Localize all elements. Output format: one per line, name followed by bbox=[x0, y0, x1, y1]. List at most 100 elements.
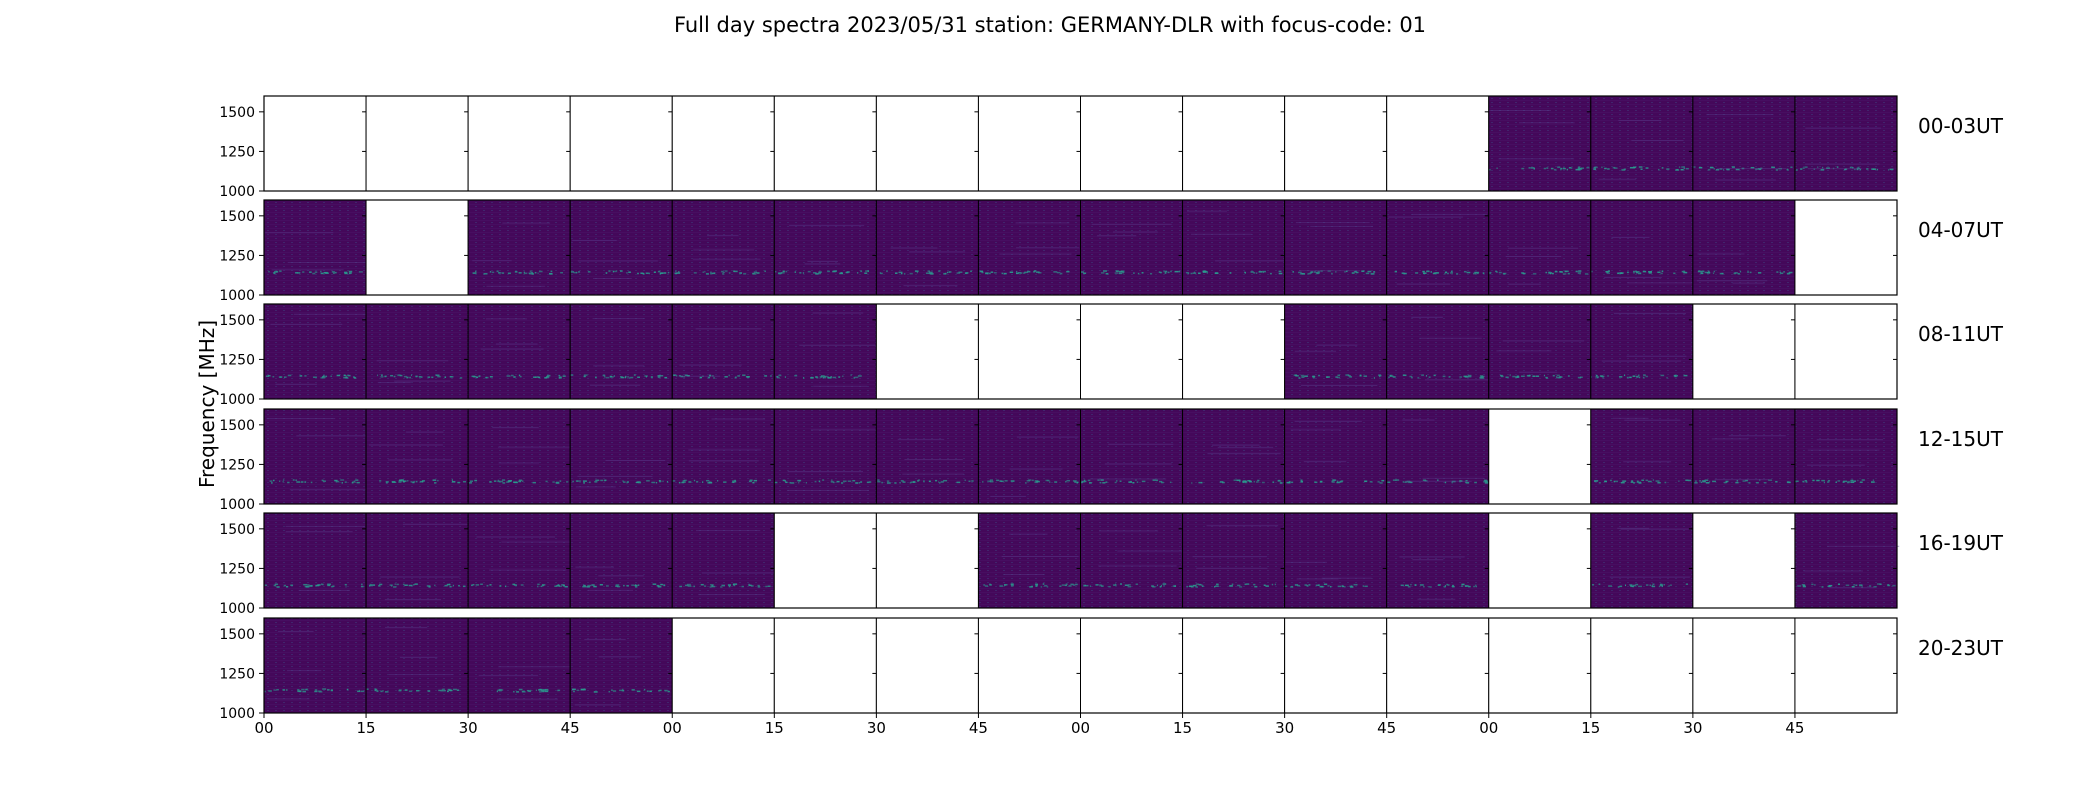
signal-pixel bbox=[1160, 584, 1162, 587]
signal-pixel bbox=[544, 690, 549, 693]
signal-pixel bbox=[561, 583, 565, 586]
signal-pixel bbox=[1426, 270, 1430, 273]
spectrum-panel bbox=[264, 409, 367, 504]
signal-streak bbox=[368, 444, 443, 446]
signal-pixel bbox=[539, 691, 542, 693]
spectrum-panel bbox=[1182, 409, 1285, 504]
signal-pixel bbox=[1620, 481, 1625, 484]
signal-pixel bbox=[414, 583, 418, 585]
signal-pixel bbox=[1295, 375, 1299, 377]
signal-pixel bbox=[785, 481, 788, 484]
signal-pixel bbox=[612, 690, 617, 692]
signal-pixel bbox=[1103, 270, 1107, 272]
signal-pixel bbox=[1359, 375, 1362, 377]
signal-pixel bbox=[845, 271, 849, 274]
signal-pixel bbox=[1464, 585, 1469, 587]
signal-pixel bbox=[398, 481, 402, 483]
signal-pixel bbox=[1577, 167, 1582, 170]
signal-pixel bbox=[469, 480, 473, 482]
signal-pixel bbox=[1174, 270, 1179, 273]
signal-pixel bbox=[1018, 272, 1021, 274]
signal-pixel bbox=[1707, 169, 1711, 171]
signal-pixel bbox=[815, 273, 819, 275]
signal-pixel bbox=[542, 689, 547, 691]
signal-streak bbox=[399, 656, 438, 658]
signal-pixel bbox=[558, 377, 561, 379]
signal-pixel bbox=[1401, 272, 1405, 274]
signal-streak bbox=[489, 569, 567, 571]
signal-pixel bbox=[535, 689, 537, 692]
signal-pixel bbox=[653, 271, 656, 273]
signal-pixel bbox=[1066, 270, 1070, 273]
signal-pixel bbox=[1666, 168, 1670, 170]
signal-pixel bbox=[1683, 271, 1688, 274]
signal-pixel bbox=[302, 271, 305, 273]
signal-pixel bbox=[1626, 376, 1629, 379]
chart-title: Full day spectra 2023/05/31 station: GER… bbox=[674, 13, 1426, 37]
signal-pixel bbox=[1713, 270, 1716, 273]
signal-pixel bbox=[1687, 479, 1692, 482]
signal-pixel bbox=[912, 481, 916, 483]
signal-streak bbox=[807, 261, 838, 263]
signal-pixel bbox=[637, 272, 639, 275]
signal-pixel bbox=[1577, 272, 1581, 274]
signal-pixel bbox=[303, 583, 308, 586]
signal-pixel bbox=[1660, 272, 1663, 275]
empty-panel bbox=[672, 96, 775, 191]
signal-pixel bbox=[1489, 272, 1491, 275]
signal-pixel bbox=[657, 375, 661, 377]
spectrum-panel bbox=[570, 200, 673, 295]
signal-pixel bbox=[672, 480, 676, 482]
signal-streak bbox=[810, 429, 882, 431]
signal-pixel bbox=[1141, 480, 1146, 483]
signal-pixel bbox=[1591, 270, 1593, 273]
signal-pixel bbox=[1557, 376, 1561, 379]
signal-pixel bbox=[643, 688, 646, 691]
signal-pixel bbox=[544, 377, 548, 379]
spectrum-panel bbox=[672, 409, 775, 504]
signal-pixel bbox=[1632, 584, 1636, 587]
signal-pixel bbox=[1823, 481, 1825, 484]
signal-pixel bbox=[1101, 585, 1104, 587]
signal-pixel bbox=[929, 273, 934, 275]
signal-pixel bbox=[1633, 272, 1635, 274]
x-axis: 00 15 30 45 00 15 30 45 00 15 30 45 00 15 30 45 bbox=[254, 713, 1804, 737]
signal-pixel bbox=[706, 479, 710, 482]
signal-pixel bbox=[518, 374, 521, 377]
signal-pixel bbox=[853, 377, 856, 379]
signal-pixel bbox=[657, 376, 661, 379]
signal-streak bbox=[502, 222, 551, 224]
signal-pixel bbox=[1024, 271, 1029, 274]
signal-pixel bbox=[1054, 481, 1058, 483]
signal-pixel bbox=[623, 584, 625, 587]
signal-pixel bbox=[1340, 480, 1344, 482]
spectrum-panel bbox=[1284, 409, 1387, 504]
x-tick-label: 45 bbox=[1785, 719, 1804, 737]
signal-pixel bbox=[1312, 375, 1316, 378]
signal-pixel bbox=[1484, 479, 1488, 482]
signal-pixel bbox=[1498, 271, 1502, 274]
signal-streak bbox=[270, 323, 343, 325]
signal-pixel bbox=[699, 376, 703, 379]
signal-pixel bbox=[1423, 585, 1425, 588]
signal-pixel bbox=[1072, 480, 1077, 482]
signal-pixel bbox=[297, 689, 300, 691]
y-tick-label: 1000 bbox=[219, 601, 255, 617]
signal-pixel bbox=[1562, 273, 1567, 275]
signal-pixel bbox=[600, 479, 604, 482]
signal-pixel bbox=[1472, 272, 1477, 275]
signal-pixel bbox=[1521, 375, 1525, 377]
signal-pixel bbox=[711, 585, 714, 587]
signal-pixel bbox=[710, 271, 712, 274]
x-tick-label: 45 bbox=[969, 719, 988, 737]
signal-pixel bbox=[1709, 480, 1711, 483]
signal-pixel bbox=[273, 272, 276, 275]
y-tick-label: 1500 bbox=[219, 209, 255, 225]
signal-streak bbox=[285, 525, 365, 527]
signal-streak bbox=[904, 459, 963, 461]
signal-pixel bbox=[1075, 583, 1078, 586]
signal-pixel bbox=[909, 272, 913, 275]
signal-pixel bbox=[832, 481, 835, 484]
signal-pixel bbox=[537, 376, 539, 378]
signal-pixel bbox=[532, 481, 536, 484]
